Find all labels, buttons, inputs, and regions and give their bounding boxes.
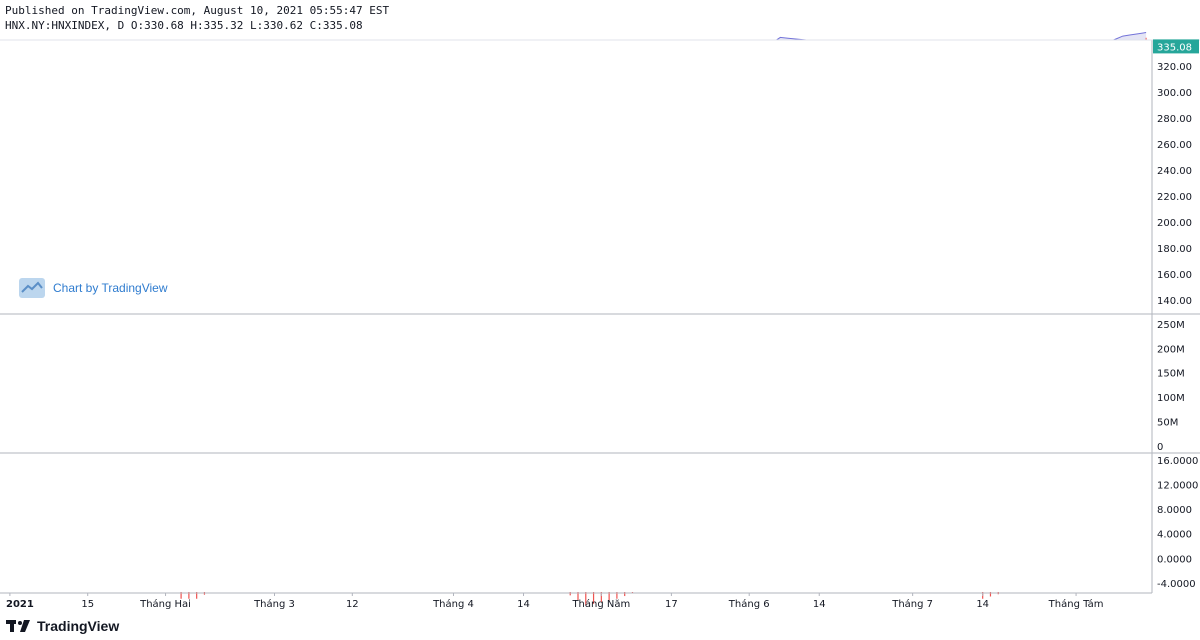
time-axis-tick: 15 bbox=[81, 599, 94, 610]
time-axis-tick: 14 bbox=[813, 599, 826, 610]
axes: 140.00 160.00 180.00 200.00 220.00 240.00 260.… bbox=[0, 39, 1200, 610]
watermark-text: Chart by TradingView bbox=[53, 281, 168, 295]
watermark: Chart by TradingView bbox=[19, 278, 168, 298]
time-axis-tick: 14 bbox=[517, 599, 530, 610]
volume-axis-tick: 100M bbox=[1157, 393, 1185, 404]
time-axis-tick: Tháng 3 bbox=[253, 598, 295, 610]
macd-axis-tick: -4.0000 bbox=[1157, 579, 1196, 590]
volume-axis-tick: 50M bbox=[1157, 418, 1178, 429]
volume-axis-tick: 250M bbox=[1157, 320, 1185, 331]
time-axis-tick: Tháng 7 bbox=[891, 598, 933, 610]
time-axis-tick: Tháng Tám bbox=[1048, 598, 1104, 610]
time-axis-tick: 14 bbox=[976, 599, 989, 610]
time-axis-tick: 17 bbox=[665, 599, 678, 610]
volume-axis-tick: 150M bbox=[1157, 369, 1185, 380]
price-axis-tick: 160.00 bbox=[1157, 270, 1192, 281]
vol-pane-bg bbox=[0, 315, 1152, 452]
price-axis-tick: 200.00 bbox=[1157, 218, 1192, 229]
time-axis-tick: 12 bbox=[346, 599, 359, 610]
time-axis-tick: 2021 bbox=[6, 599, 34, 610]
macd-axis-tick: 0.0000 bbox=[1157, 554, 1192, 565]
brand: TradingView bbox=[6, 618, 119, 634]
brand-name: TradingView bbox=[37, 618, 120, 634]
last-price-badge bbox=[1153, 39, 1199, 54]
published-line: Published on TradingView.com, August 10,… bbox=[5, 4, 390, 17]
watermark-chart-icon bbox=[21, 281, 43, 293]
last-price-label: 335.08 bbox=[1157, 42, 1192, 53]
ohlc-line: HNX.NY:HNXINDEX, D O:330.68 H:335.32 L:3… bbox=[5, 19, 363, 32]
macd-axis-tick: 4.0000 bbox=[1157, 530, 1192, 541]
price-axis-tick: 280.00 bbox=[1157, 114, 1192, 125]
volume-axis-tick: 0 bbox=[1157, 442, 1163, 453]
main-pane-bg bbox=[0, 40, 1152, 313]
macd-pane-bg bbox=[0, 454, 1152, 592]
volume-axis-tick: 200M bbox=[1157, 344, 1185, 355]
price-axis-tick: 300.00 bbox=[1157, 88, 1192, 99]
price-axis-tick: 320.00 bbox=[1157, 62, 1192, 73]
price-axis-tick: 240.00 bbox=[1157, 166, 1192, 177]
time-axis-tick: Tháng 6 bbox=[728, 598, 770, 610]
macd-axis-tick: 12.0000 bbox=[1157, 481, 1198, 492]
price-axis-tick: 220.00 bbox=[1157, 192, 1192, 203]
price-axis-tick: 140.00 bbox=[1157, 296, 1192, 307]
time-axis-tick: Tháng Năm bbox=[571, 598, 630, 610]
price-axis-tick: 260.00 bbox=[1157, 140, 1192, 151]
macd-axis-tick: 16.0000 bbox=[1157, 456, 1198, 467]
time-axis-tick: Tháng Hai bbox=[139, 598, 191, 610]
price-axis-tick: 180.00 bbox=[1157, 244, 1192, 255]
time-axis-tick: Tháng 4 bbox=[432, 598, 474, 610]
macd-axis-tick: 8.0000 bbox=[1157, 505, 1192, 516]
tradingview-logo-icon bbox=[6, 620, 30, 632]
